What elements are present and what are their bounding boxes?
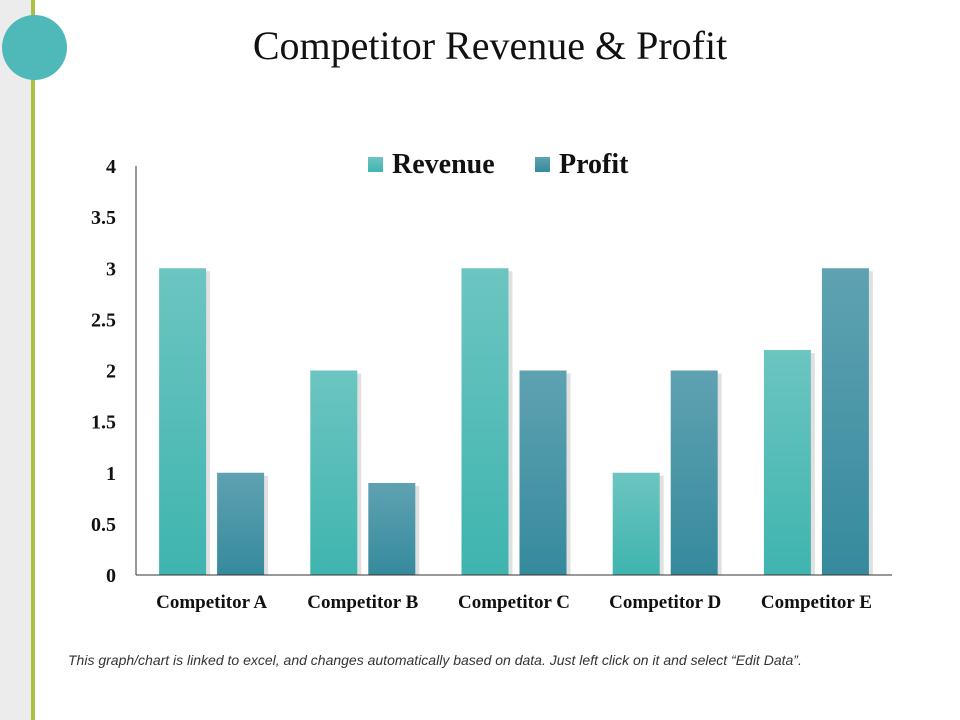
bar-revenue-4[interactable]: [612, 472, 660, 575]
x-tick-label: Competitor E: [761, 592, 872, 613]
axes-group: 0 0.5 1 1.5 2 2.5 3 3.5 4 Competitor A Competitor …: [91, 156, 892, 613]
bar-profit-1[interactable]: [217, 472, 265, 575]
accent-circle: [2, 15, 67, 80]
y-tick-label: 4: [106, 156, 116, 178]
legend-swatch-revenue: [368, 157, 383, 172]
legend-label-revenue: Revenue: [392, 149, 495, 180]
bar-profit-5[interactable]: [821, 268, 869, 575]
bar-profit-4[interactable]: [670, 370, 718, 576]
bar-revenue-3[interactable]: [461, 268, 509, 575]
x-tick-label: Competitor A: [156, 592, 267, 613]
bar-revenue-1[interactable]: [159, 268, 207, 575]
legend-label-profit: Profit: [559, 149, 629, 180]
y-tick-label: 0: [106, 565, 116, 587]
bar-profit-3[interactable]: [519, 370, 567, 576]
bar-profit-2[interactable]: [368, 482, 416, 575]
bar-revenue-5[interactable]: [763, 350, 811, 575]
y-tick-label: 3: [106, 258, 116, 280]
legend-swatch-profit: [535, 157, 550, 172]
bars-group: [159, 268, 873, 575]
slide-title: Competitor Revenue & Profit: [252, 23, 728, 68]
x-tick-label: Competitor C: [458, 592, 570, 613]
x-tick-label: Competitor D: [609, 592, 721, 613]
bar-revenue-2[interactable]: [310, 370, 358, 576]
y-tick-label: 0.5: [91, 514, 116, 536]
left-side-band: [0, 0, 33, 720]
left-accent-line: [31, 0, 35, 720]
y-tick-label: 3.5: [91, 207, 116, 229]
y-tick-label: 1.5: [91, 412, 116, 434]
footnote: This graph/chart is linked to excel, and…: [68, 652, 802, 668]
y-tick-label: 2: [106, 361, 116, 383]
legend: Revenue Profit: [368, 149, 629, 180]
y-tick-label: 2.5: [91, 309, 116, 331]
y-tick-label: 1: [106, 463, 116, 485]
x-tick-label: Competitor B: [307, 592, 418, 613]
